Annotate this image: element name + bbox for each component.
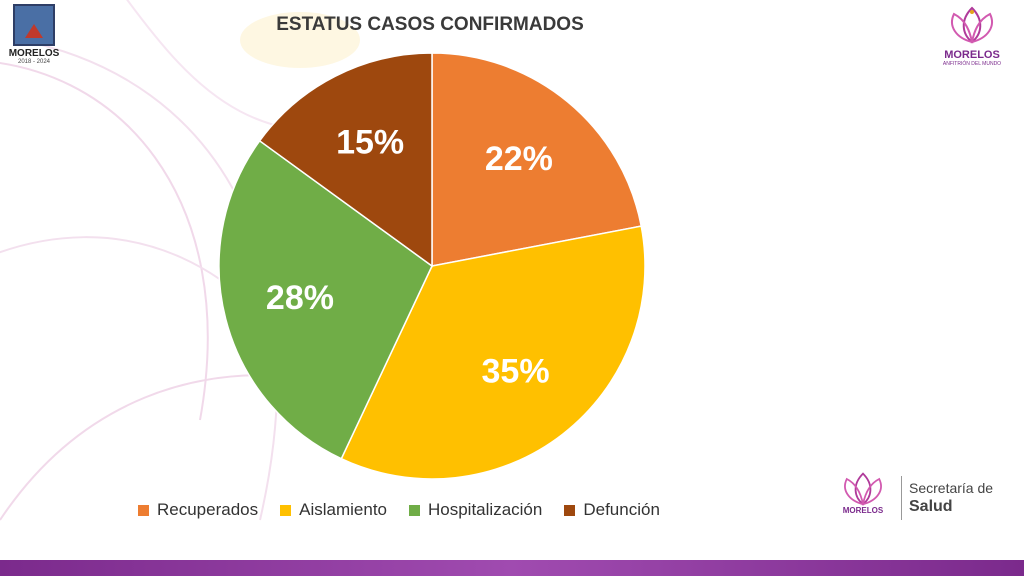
department-line1: Secretaría de <box>909 480 994 496</box>
department-line2: Salud <box>909 498 953 515</box>
legend-swatch <box>280 504 292 516</box>
lotus-icon <box>844 472 882 506</box>
legend-label: Aislamiento <box>299 500 387 519</box>
state-logo-name: MORELOS <box>8 48 60 59</box>
bottom-band <box>0 560 1024 576</box>
state-logo-years: 2018 - 2024 <box>17 59 51 65</box>
pie-label: 35% <box>482 353 550 391</box>
legend-swatch <box>138 504 149 516</box>
chart-title: ESTATUS CASOS CONFIRMADOS <box>276 14 584 35</box>
pie-slice-recuperados <box>431 52 643 267</box>
legend-label: Recuperados <box>157 500 259 519</box>
legend-swatch <box>409 504 420 516</box>
lotus-icon <box>951 6 993 44</box>
footer-brand: MORELOS <box>842 506 884 515</box>
morelos-brand: MORELOS <box>944 49 1000 61</box>
legend-label: Defunción <box>583 500 660 519</box>
legend-item: Hospitalización <box>409 500 542 520</box>
morelos-subtitle: ANFITRIÓN DEL MUNDO <box>942 61 1002 67</box>
footer-logo: MORELOS Secretaría de Salud <box>835 470 1015 525</box>
morelos-logo-right: MORELOS ANFITRIÓN DEL MUNDO <box>934 4 1010 67</box>
state-logo-left: MORELOS 2018 - 2024 <box>8 4 60 65</box>
legend-item: Recuperados <box>138 500 258 520</box>
legend-item: Defunción <box>564 500 660 520</box>
legend-item: Aislamiento <box>280 500 387 520</box>
pie-slice-defuncion <box>258 52 433 268</box>
legend-label: Hospitalización <box>428 500 543 519</box>
chart-legend: Recuperados Aislamiento Hospitalización Def… <box>138 500 660 520</box>
crest-icon <box>13 4 55 46</box>
pie-slice-aislamiento <box>340 225 646 480</box>
footer-divider <box>901 476 902 520</box>
legend-swatch <box>564 504 576 516</box>
pie-slice-hospitalizacion <box>218 139 433 460</box>
pie-label: 28% <box>266 279 334 317</box>
pie-label: 15% <box>336 124 404 162</box>
pie-label: 22% <box>485 140 553 178</box>
